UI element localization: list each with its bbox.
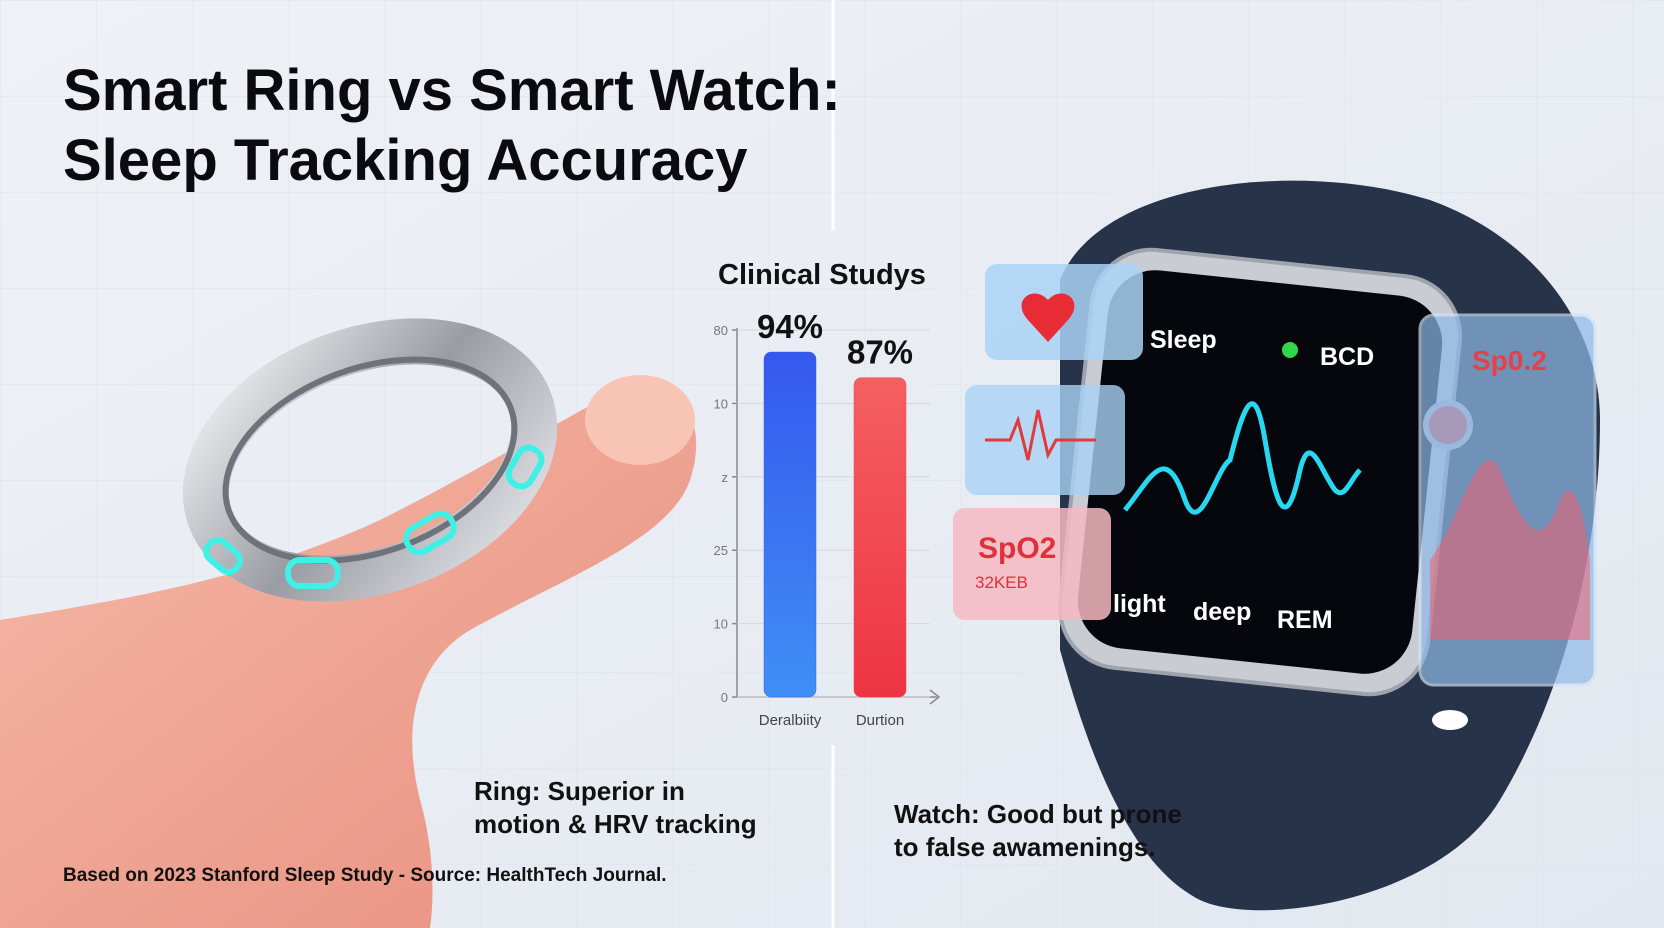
bar <box>853 377 907 698</box>
watch-caption: Watch: Good but prone <box>894 799 1182 829</box>
y-tick-label: 10 <box>714 396 728 411</box>
axis-arrow <box>929 689 941 705</box>
y-tick-label: 10 <box>714 617 728 632</box>
chart-title: Clinical Studys <box>718 259 926 291</box>
bar <box>763 351 817 698</box>
title: Smart Ring vs Smart Watch: <box>63 58 841 123</box>
watch-caption: to false awamenings. <box>894 832 1156 862</box>
watch-status: BCD <box>1320 343 1374 371</box>
watch-illustration: Sleep BCD light deep REM SpO2 32KEB Sp0.… <box>953 180 1600 911</box>
spo2-sub: 32KEB <box>975 573 1028 592</box>
watch-stage: deep <box>1193 598 1251 626</box>
watch-sleep: Sleep <box>1150 326 1217 354</box>
spo2-panel: SpO2 <box>978 532 1056 565</box>
ring-caption: motion & HRV tracking <box>474 809 757 839</box>
y-tick-label: 25 <box>714 543 728 558</box>
y-tick-label: z <box>722 470 729 485</box>
bar-chart: Clinical Studys 0 10 25 z 10 80 Deralbiity 94% D… <box>714 259 941 729</box>
watch-stage: light <box>1113 590 1166 618</box>
data-label: 94% <box>757 308 823 345</box>
y-tick-label: 0 <box>721 690 728 705</box>
x-tick-label: Durtion <box>856 712 904 729</box>
ring-caption: Ring: Superior in <box>474 776 685 806</box>
title: Sleep Tracking Accuracy <box>63 128 748 193</box>
watch-stage: REM <box>1277 606 1333 634</box>
side-panel: Sp0.2 <box>1472 345 1547 376</box>
ring-illustration <box>0 318 697 928</box>
y-tick-label: 80 <box>714 323 728 338</box>
data-label: 87% <box>847 334 913 371</box>
footnote: Based on 2023 Stanford Sleep Study - Sou… <box>63 865 667 886</box>
x-tick-label: Deralbiity <box>759 712 822 729</box>
